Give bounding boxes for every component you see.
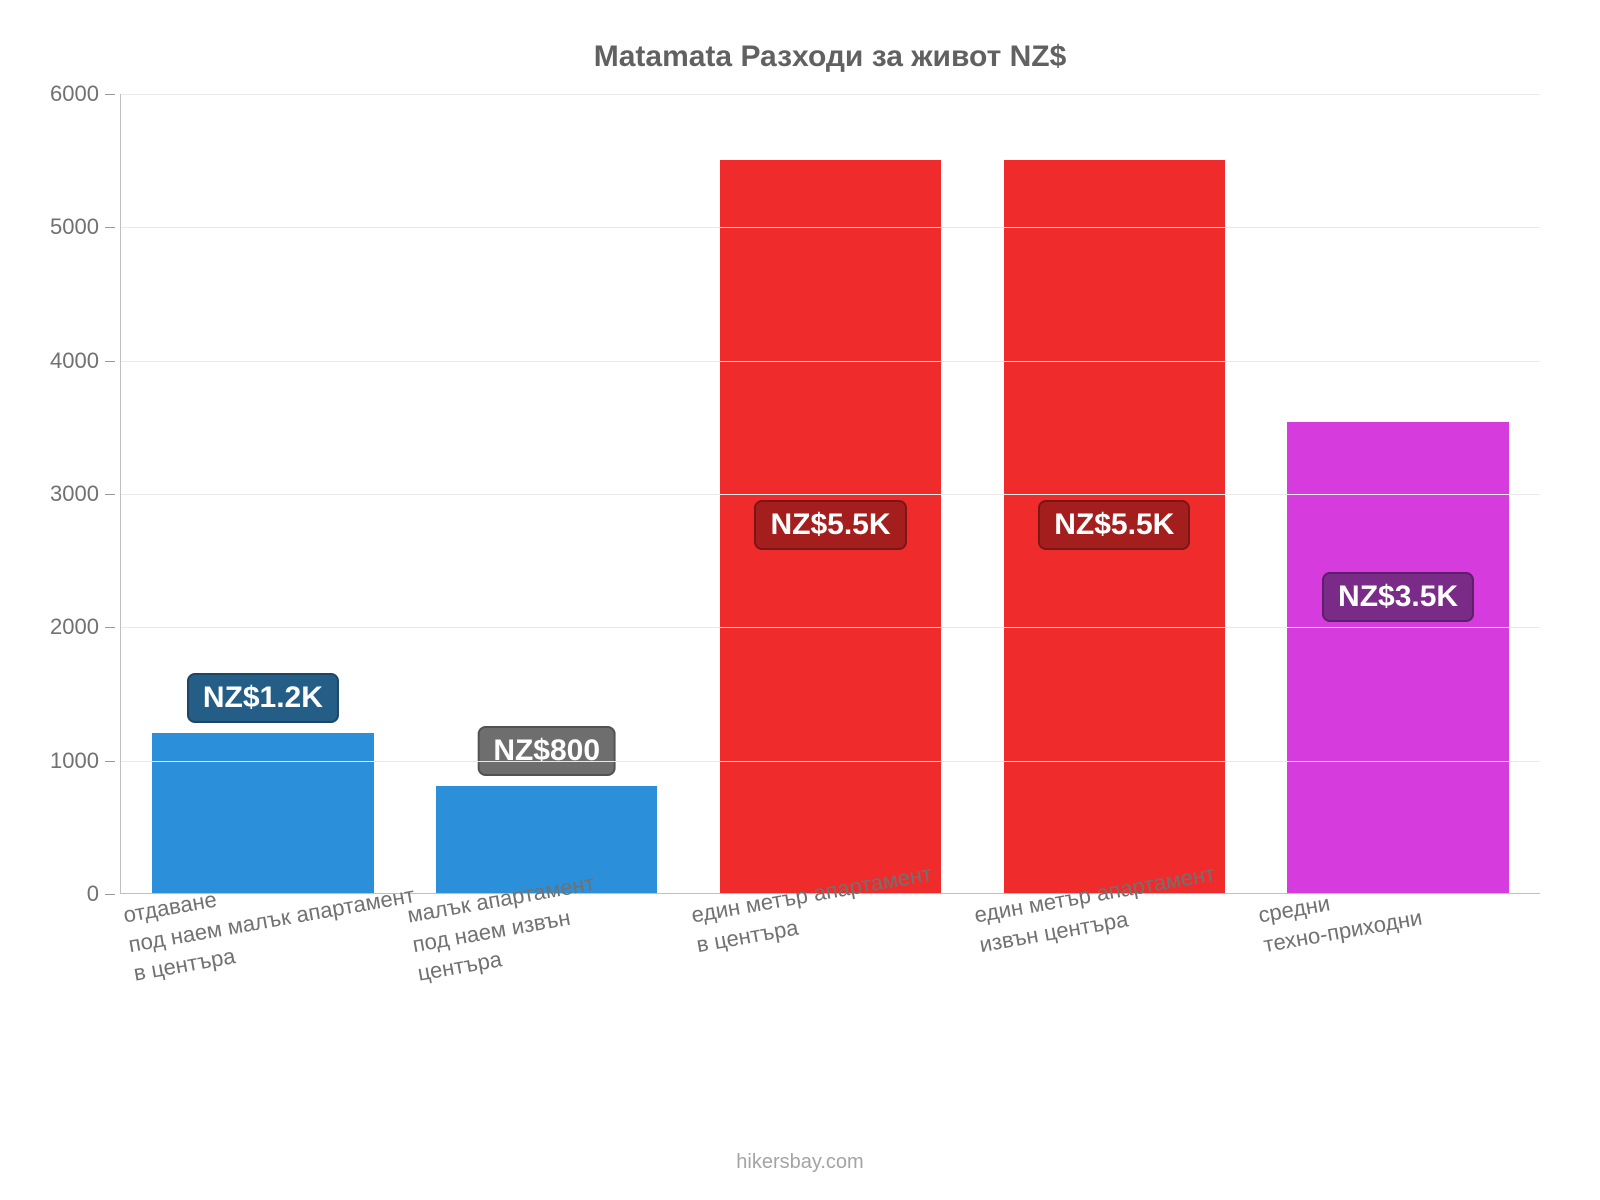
gridline xyxy=(121,627,1540,628)
chart-title: Matamata Разходи за живот NZ$ xyxy=(120,40,1540,74)
gridline xyxy=(121,94,1540,95)
y-tick-label: 2000 xyxy=(50,614,121,640)
bar-value-label: NZ$800 xyxy=(477,726,616,776)
y-tick-label: 0 xyxy=(87,881,121,907)
gridline xyxy=(121,761,1540,762)
bar-value-label: NZ$3.5K xyxy=(1322,572,1474,622)
y-tick-label: 4000 xyxy=(50,348,121,374)
gridline xyxy=(121,227,1540,228)
bar-value-label: NZ$5.5K xyxy=(1038,500,1190,550)
y-tick-label: 6000 xyxy=(50,81,121,107)
y-tick-label: 5000 xyxy=(50,214,121,240)
y-tick-label: 1000 xyxy=(50,748,121,774)
y-tick-label: 3000 xyxy=(50,481,121,507)
chart-container: Matamata Разходи за живот NZ$ NZ$1.2K NZ$… xyxy=(0,0,1600,1200)
bar: NZ$3.5K xyxy=(1287,422,1508,893)
attribution-text: hikersbay.com xyxy=(0,1151,1600,1174)
bar: NZ$5.5K xyxy=(720,160,941,893)
bar-value-label: NZ$1.2K xyxy=(187,673,339,723)
bar-value-label: NZ$5.5K xyxy=(754,500,906,550)
plot-area: NZ$1.2KNZ$800NZ$5.5KNZ$5.5KNZ$3.5K отдав… xyxy=(120,94,1540,894)
gridline xyxy=(121,361,1540,362)
bar: NZ$5.5K xyxy=(1004,160,1225,893)
gridline xyxy=(121,494,1540,495)
